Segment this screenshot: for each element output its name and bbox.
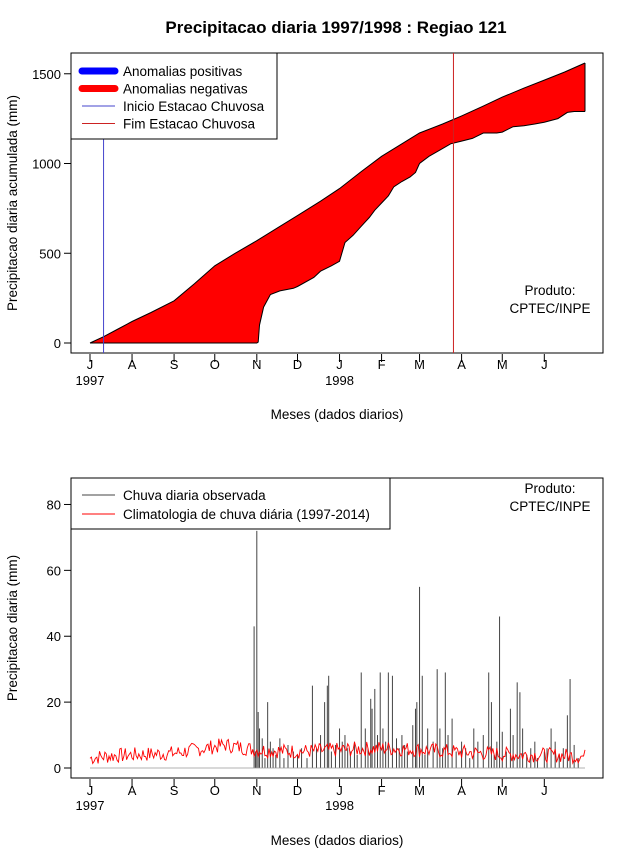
y-tick-label: 80 xyxy=(47,497,61,512)
x-year-label: 1997 xyxy=(76,373,105,388)
legend-box xyxy=(70,477,391,530)
x-month-label: J xyxy=(87,357,94,372)
x-month-label: M xyxy=(497,783,508,798)
x-month-label: D xyxy=(293,357,302,372)
legend-label: Inicio Estacao Chuvosa xyxy=(123,99,265,114)
legend-label: Anomalias negativas xyxy=(123,82,248,97)
observed-cumulative-line xyxy=(90,111,585,344)
y-tick-label: 500 xyxy=(39,246,61,261)
y-tick-label: 1500 xyxy=(32,67,61,82)
product-label: Produto: xyxy=(524,283,575,298)
x-month-label: A xyxy=(128,357,137,372)
x-year-label: 1998 xyxy=(325,373,354,388)
x-month-label: J xyxy=(336,783,343,798)
x-month-label: M xyxy=(497,357,508,372)
x-month-label: A xyxy=(128,783,137,798)
x-month-label: O xyxy=(210,783,220,798)
x-month-label: F xyxy=(378,783,386,798)
y-tick-label: 0 xyxy=(54,336,61,351)
chart-title: Precipitacao diaria 1997/1998 : Regiao 1… xyxy=(165,18,506,37)
product-source-label: CPTEC/INPE xyxy=(509,499,590,514)
x-month-label: J xyxy=(87,783,94,798)
climatology-daily-line xyxy=(89,738,586,765)
x-month-label: D xyxy=(293,783,302,798)
x-month-label: J xyxy=(541,357,548,372)
x-month-label: F xyxy=(378,357,386,372)
x-month-label: O xyxy=(210,357,220,372)
y-tick-label: 60 xyxy=(47,563,61,578)
x-axis-title: Meses (dados diarios) xyxy=(271,833,404,848)
y-axis-title: Precipitacao diaria acumulada (mm) xyxy=(5,95,20,311)
y-tick-label: 1000 xyxy=(32,157,61,172)
legend-label: Anomalias positivas xyxy=(123,64,243,79)
x-month-label: A xyxy=(457,357,466,372)
x-month-label: M xyxy=(414,783,425,798)
x-month-label: M xyxy=(414,357,425,372)
x-month-label: S xyxy=(170,357,179,372)
x-month-label: J xyxy=(336,357,343,372)
y-tick-label: 40 xyxy=(47,629,61,644)
climatology-cumulative-line xyxy=(89,62,586,344)
x-axis-title: Meses (dados diarios) xyxy=(271,407,404,422)
x-year-label: 1997 xyxy=(76,798,105,813)
x-month-label: S xyxy=(170,783,179,798)
x-month-label: J xyxy=(541,783,548,798)
product-label: Produto: xyxy=(524,481,575,496)
x-month-label: N xyxy=(252,357,261,372)
y-tick-label: 0 xyxy=(54,761,61,776)
legend-label: Chuva diaria observada xyxy=(123,488,266,503)
negative-anomaly-area xyxy=(90,63,585,343)
legend-box xyxy=(70,52,278,140)
legend-label: Climatologia de chuva diária (1997-2014) xyxy=(123,507,370,522)
legend-label: Fim Estacao Chuvosa xyxy=(123,117,256,132)
plot-frame xyxy=(70,52,604,354)
y-axis-title: Precipitacao diaria (mm) xyxy=(5,555,20,701)
x-month-label: A xyxy=(457,783,466,798)
product-source-label: CPTEC/INPE xyxy=(509,301,590,316)
x-month-label: N xyxy=(252,783,261,798)
x-year-label: 1998 xyxy=(325,798,354,813)
y-tick-label: 20 xyxy=(47,695,61,710)
